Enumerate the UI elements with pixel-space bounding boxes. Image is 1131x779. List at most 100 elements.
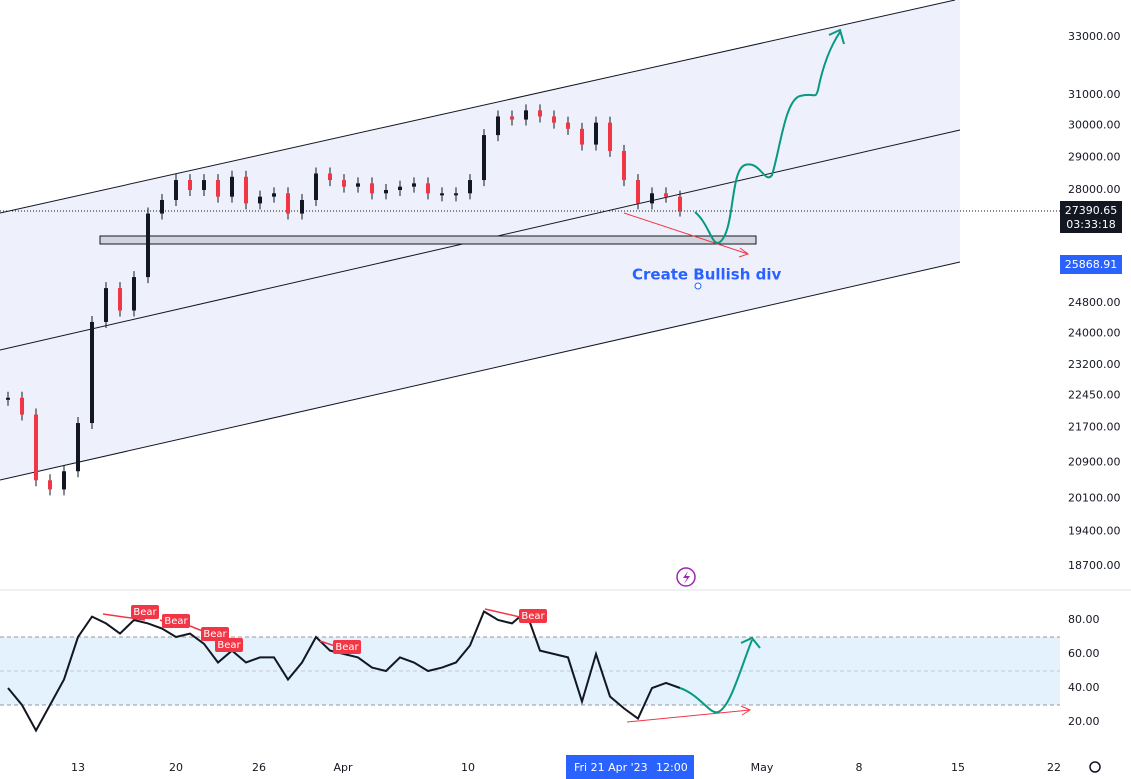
- bear-label: Bear: [335, 642, 359, 653]
- candle-body: [398, 186, 402, 190]
- candle-body: [510, 116, 514, 120]
- bear-label: Bear: [217, 640, 241, 651]
- annotation-note: Create Bullish div: [632, 266, 782, 284]
- bear-label-box: [131, 605, 159, 619]
- price-tick-label: 24000.00: [1068, 327, 1121, 340]
- price-tick-label: 20900.00: [1068, 455, 1121, 468]
- time-tick-label: 22: [1047, 761, 1061, 774]
- channel-bottom: [0, 261, 961, 481]
- crosshair-box: [566, 755, 694, 779]
- candle-body: [34, 414, 38, 481]
- candles: [6, 104, 682, 496]
- time-tick-label: 20: [169, 761, 183, 774]
- crosshair-time: 12:00: [656, 761, 688, 774]
- price-tick-label: 20100.00: [1068, 492, 1121, 505]
- bear-label: Bear: [164, 616, 188, 627]
- candle-body: [524, 110, 528, 120]
- bear-label-box: [519, 609, 547, 623]
- candle-body: [426, 183, 430, 194]
- candle-body: [48, 480, 52, 490]
- candle-body: [300, 200, 304, 214]
- candle-body: [356, 183, 360, 187]
- price-tick-label: 28000.00: [1068, 183, 1121, 196]
- candle-body: [202, 180, 206, 190]
- candle-body: [622, 150, 626, 181]
- price-tick-label: 24800.00: [1068, 296, 1121, 309]
- candle-body: [216, 180, 220, 197]
- time-tick-label: 10: [461, 761, 475, 774]
- candle-body: [62, 471, 66, 490]
- time-tick-label: Apr: [333, 761, 353, 774]
- candle-body: [244, 176, 248, 204]
- crosshair-date: Fri 21 Apr '23: [574, 761, 648, 774]
- candle-body: [286, 193, 290, 214]
- rsi-tick-label: 80.00: [1068, 613, 1100, 626]
- candle-body: [636, 180, 640, 204]
- price-tick-label: 21700.00: [1068, 420, 1121, 433]
- channel-top: [0, 0, 956, 214]
- candle-body: [412, 183, 416, 187]
- candle-body: [664, 193, 668, 197]
- price-tick-label: 23200.00: [1068, 358, 1121, 371]
- candle-body: [104, 288, 108, 322]
- bear-label: Bear: [133, 607, 157, 618]
- candle-body: [538, 110, 542, 117]
- bear-label-box: [215, 638, 243, 652]
- candle-body: [20, 397, 24, 415]
- projection-path: [694, 28, 845, 244]
- candle-body: [6, 397, 10, 400]
- settings-icon[interactable]: [1089, 761, 1101, 773]
- candle-body: [678, 196, 682, 211]
- price-tick-label: 29000.00: [1068, 150, 1121, 163]
- countdown: 03:33:18: [1066, 218, 1115, 231]
- candle-body: [370, 183, 374, 194]
- candle-body: [174, 180, 178, 201]
- candle-body: [230, 176, 234, 197]
- bear-label: Bear: [521, 611, 545, 622]
- bear-label: Bear: [203, 629, 227, 640]
- candle-body: [454, 193, 458, 196]
- price-tick-label: 31000.00: [1068, 88, 1121, 101]
- candle-body: [482, 135, 486, 181]
- candle-body: [384, 189, 388, 194]
- candle-body: [76, 423, 80, 472]
- last-price: 27390.65: [1065, 204, 1118, 217]
- candle-body: [342, 180, 346, 187]
- time-tick-label: 15: [951, 761, 965, 774]
- candle-body: [580, 128, 584, 145]
- rsi-band: [0, 637, 1060, 705]
- marked-price: 25868.91: [1065, 258, 1118, 271]
- price-tick-label: 30000.00: [1068, 119, 1121, 132]
- candle-body: [328, 173, 332, 181]
- candle-body: [118, 288, 122, 311]
- candle-body: [594, 122, 598, 145]
- price-tick-label: 19400.00: [1068, 525, 1121, 538]
- price-tick-label: 33000.00: [1068, 30, 1121, 43]
- candle-body: [552, 116, 556, 123]
- rsi-divergence-line: [626, 705, 752, 723]
- candle-body: [272, 193, 276, 197]
- support-zone: [99, 235, 757, 245]
- candle-body: [146, 213, 150, 278]
- candle-body: [258, 196, 262, 204]
- rsi-tick-label: 60.00: [1068, 647, 1100, 660]
- anchor-dot: [694, 282, 702, 290]
- price-tick-label: 18700.00: [1068, 559, 1121, 572]
- time-tick-label: 13: [71, 761, 85, 774]
- candle-body: [160, 200, 164, 214]
- bear-label-box: [333, 640, 361, 654]
- candle-body: [90, 321, 94, 424]
- candle-body: [188, 180, 192, 190]
- time-tick-label: 8: [856, 761, 863, 774]
- event-bolt: [683, 571, 690, 584]
- rsi-tick-label: 20.00: [1068, 715, 1100, 728]
- candle-body: [132, 277, 136, 311]
- bear-label-box: [162, 614, 190, 628]
- candle-body: [468, 180, 472, 194]
- candle-body: [566, 122, 570, 129]
- time-tick-label: May: [751, 761, 774, 774]
- price-tick-label: 22450.00: [1068, 389, 1121, 402]
- marked-price-box: [1060, 255, 1122, 274]
